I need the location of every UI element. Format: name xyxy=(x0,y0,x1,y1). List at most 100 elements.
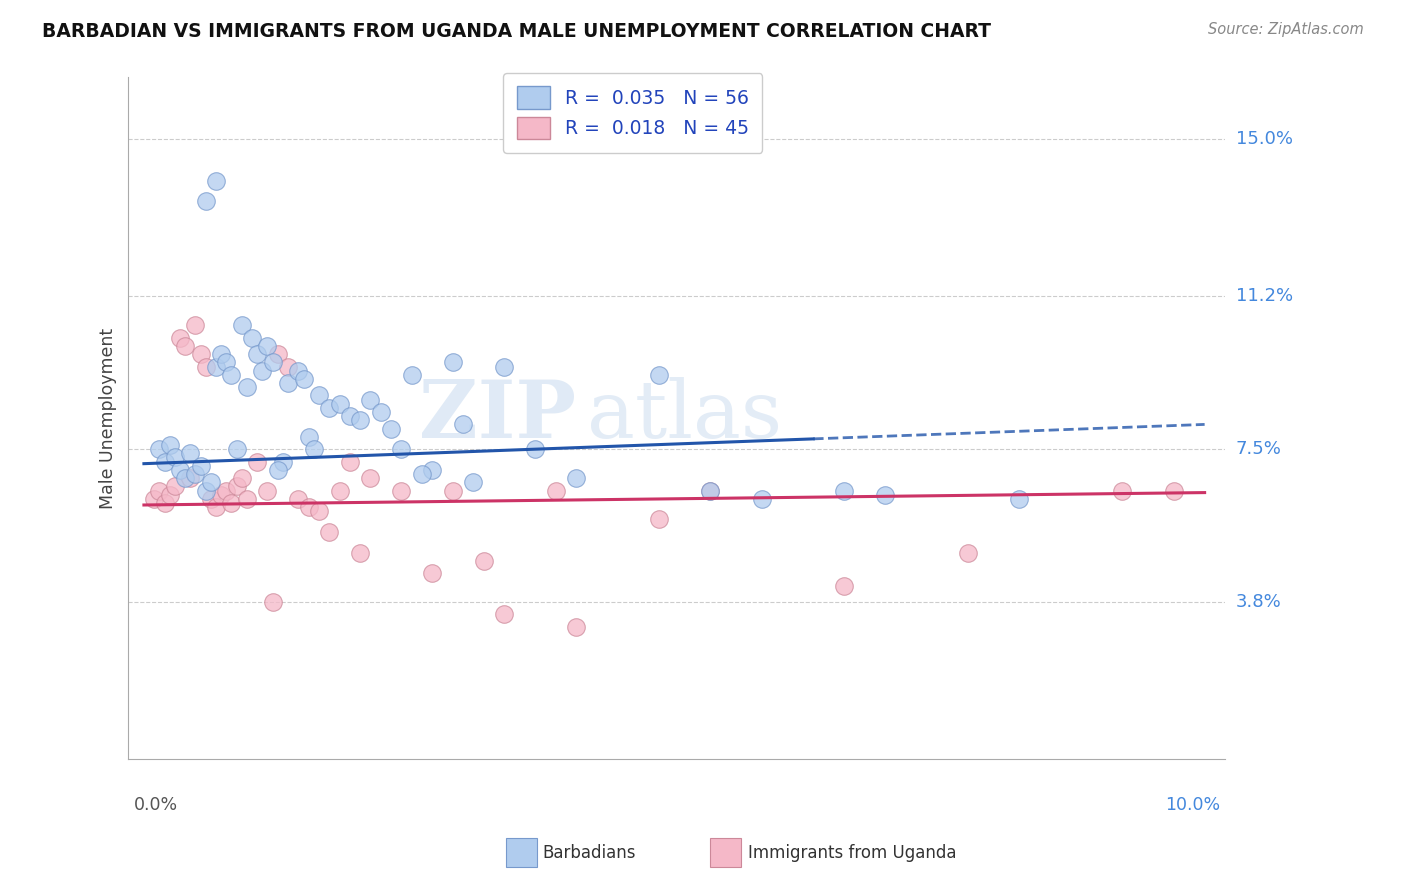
Point xyxy=(370,405,392,419)
Point xyxy=(389,483,412,498)
Point xyxy=(169,331,191,345)
Point xyxy=(262,355,284,369)
Point xyxy=(349,545,371,559)
Point xyxy=(225,479,247,493)
Point xyxy=(648,368,671,382)
Point xyxy=(524,442,547,457)
Point xyxy=(339,409,361,424)
Point xyxy=(308,388,330,402)
Point xyxy=(200,475,222,490)
Point xyxy=(298,430,321,444)
Legend: R =  0.035   N = 56, R =  0.018   N = 45: R = 0.035 N = 56, R = 0.018 N = 45 xyxy=(503,73,762,153)
Point xyxy=(143,491,166,506)
Point xyxy=(221,368,243,382)
Point xyxy=(277,376,299,390)
Point xyxy=(159,488,181,502)
Text: 11.2%: 11.2% xyxy=(1236,287,1292,305)
Point xyxy=(339,454,361,468)
Point xyxy=(221,496,243,510)
Point xyxy=(318,401,340,415)
Point xyxy=(451,417,474,432)
Text: Barbadians: Barbadians xyxy=(543,844,637,862)
Point xyxy=(215,355,238,369)
Point xyxy=(277,359,299,374)
Point xyxy=(163,450,186,465)
Point xyxy=(159,438,181,452)
Point xyxy=(194,483,217,498)
Point xyxy=(441,355,464,369)
Point xyxy=(215,483,238,498)
Point xyxy=(240,331,263,345)
Point xyxy=(148,442,170,457)
Point xyxy=(236,380,259,394)
Point xyxy=(231,471,253,485)
Point xyxy=(648,512,671,526)
Point xyxy=(1008,491,1031,506)
Point xyxy=(699,483,721,498)
Point xyxy=(153,496,176,510)
Point xyxy=(236,491,259,506)
Point xyxy=(287,491,309,506)
Point xyxy=(184,467,207,481)
Point xyxy=(401,368,423,382)
Point xyxy=(1111,483,1133,498)
Point xyxy=(179,471,201,485)
Point xyxy=(832,483,855,498)
Point xyxy=(298,500,321,514)
Point xyxy=(420,463,443,477)
Point xyxy=(267,463,290,477)
Point xyxy=(494,359,516,374)
Point xyxy=(246,347,269,361)
Point xyxy=(256,483,278,498)
Point xyxy=(246,454,269,468)
Text: 7.5%: 7.5% xyxy=(1236,441,1281,458)
Point xyxy=(169,463,191,477)
Point xyxy=(209,347,232,361)
Point xyxy=(262,595,284,609)
Point xyxy=(174,471,197,485)
Point xyxy=(359,471,381,485)
Point xyxy=(875,488,897,502)
Point xyxy=(308,504,330,518)
Y-axis label: Male Unemployment: Male Unemployment xyxy=(100,327,117,508)
Point xyxy=(267,347,290,361)
Text: BARBADIAN VS IMMIGRANTS FROM UGANDA MALE UNEMPLOYMENT CORRELATION CHART: BARBADIAN VS IMMIGRANTS FROM UGANDA MALE… xyxy=(42,22,991,41)
Point xyxy=(179,446,201,460)
Text: ZIP: ZIP xyxy=(419,377,576,455)
Point xyxy=(1163,483,1185,498)
Point xyxy=(472,554,495,568)
Text: 0.0%: 0.0% xyxy=(134,797,177,814)
Point xyxy=(318,524,340,539)
Point xyxy=(565,620,588,634)
Point xyxy=(751,491,773,506)
Point xyxy=(252,364,274,378)
Point xyxy=(205,174,228,188)
Text: Source: ZipAtlas.com: Source: ZipAtlas.com xyxy=(1208,22,1364,37)
Point xyxy=(832,578,855,592)
Point xyxy=(184,318,207,333)
Point xyxy=(256,339,278,353)
Text: Immigrants from Uganda: Immigrants from Uganda xyxy=(748,844,956,862)
Point xyxy=(225,442,247,457)
Point xyxy=(411,467,433,481)
Point xyxy=(205,500,228,514)
Text: 3.8%: 3.8% xyxy=(1236,593,1281,611)
Point xyxy=(380,421,402,435)
Point xyxy=(292,372,315,386)
Text: atlas: atlas xyxy=(586,377,782,455)
Point xyxy=(441,483,464,498)
Point xyxy=(148,483,170,498)
Point xyxy=(359,392,381,407)
Point xyxy=(209,488,232,502)
Point xyxy=(231,318,253,333)
Point xyxy=(956,545,979,559)
Point xyxy=(463,475,485,490)
Point xyxy=(329,483,352,498)
Point xyxy=(190,347,212,361)
Point xyxy=(565,471,588,485)
Point xyxy=(200,491,222,506)
Point xyxy=(544,483,567,498)
Text: 10.0%: 10.0% xyxy=(1166,797,1220,814)
Point xyxy=(153,454,176,468)
Point xyxy=(194,359,217,374)
